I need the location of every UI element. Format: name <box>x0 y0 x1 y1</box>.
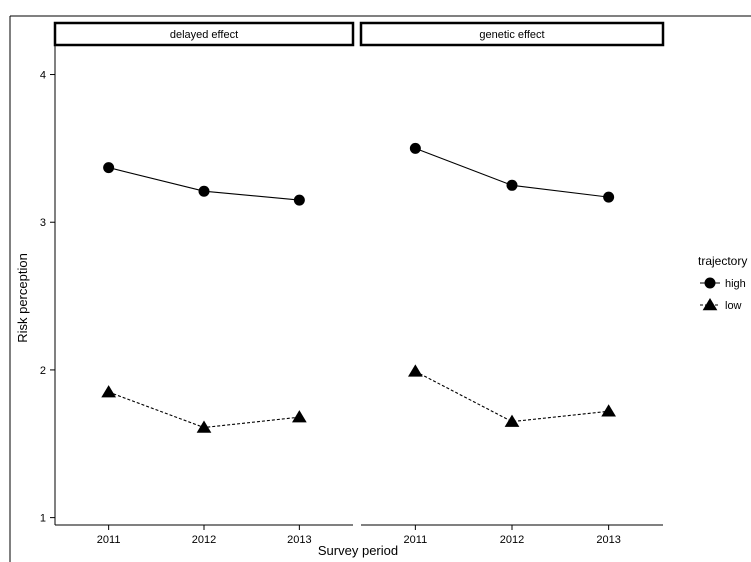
x-tick-label: 2012 <box>192 534 216 546</box>
x-tick-label: 2013 <box>596 534 620 546</box>
panel-genetic-effect: genetic effect 2011 2012 2013 <box>359 21 665 546</box>
strip-label-genetic-effect: genetic effect <box>479 29 544 41</box>
x-ticks-genetic-effect: 2011 2012 2013 <box>404 525 621 546</box>
data-point-low <box>601 404 616 417</box>
data-point-low <box>504 414 520 427</box>
series-line-low <box>415 370 609 423</box>
legend-label-high: high <box>725 278 746 290</box>
y-axis: 1 2 3 4 <box>40 45 56 525</box>
data-point-high <box>409 142 421 154</box>
x-ticks-delayed-effect: 2011 2012 2013 <box>97 525 312 546</box>
legend-label-low: low <box>725 300 742 312</box>
strip-box-genetic-effect <box>359 21 665 47</box>
x-tick-label: 2011 <box>97 534 121 546</box>
x-tick-label: 2012 <box>500 534 524 546</box>
y-tick-label: 3 <box>40 217 46 229</box>
data-point-high <box>103 162 115 174</box>
data-point-high <box>506 179 518 191</box>
data-point-high <box>293 194 305 206</box>
data-point-low <box>408 364 423 377</box>
y-tick-label: 2 <box>40 365 46 377</box>
y-tick-label: 1 <box>40 513 46 525</box>
strip-label-delayed-effect: delayed effect <box>170 29 238 41</box>
legend-key-marker-high <box>704 277 716 289</box>
x-tick-label: 2013 <box>287 534 311 546</box>
data-point-low <box>196 420 212 433</box>
data-point-low <box>292 410 307 423</box>
y-axis-title: Risk perception <box>15 253 30 343</box>
x-tick-label: 2011 <box>404 534 428 546</box>
legend-entries: high low <box>700 277 746 312</box>
legend-title: trajectory <box>698 254 747 268</box>
x-axis-title: Survey period <box>318 543 398 558</box>
y-tick-label: 4 <box>40 70 46 82</box>
legend: trajectory high low <box>698 254 747 312</box>
series-genetic-effect <box>408 142 616 427</box>
panel-delayed-effect: delayed effect 2011 2012 2013 <box>53 21 355 546</box>
series-delayed-effect <box>101 162 307 433</box>
data-point-low <box>101 385 116 398</box>
data-point-high <box>198 185 210 197</box>
strip-box-delayed-effect <box>53 21 355 47</box>
legend-key-marker-low <box>702 298 718 311</box>
data-point-high <box>603 191 615 203</box>
